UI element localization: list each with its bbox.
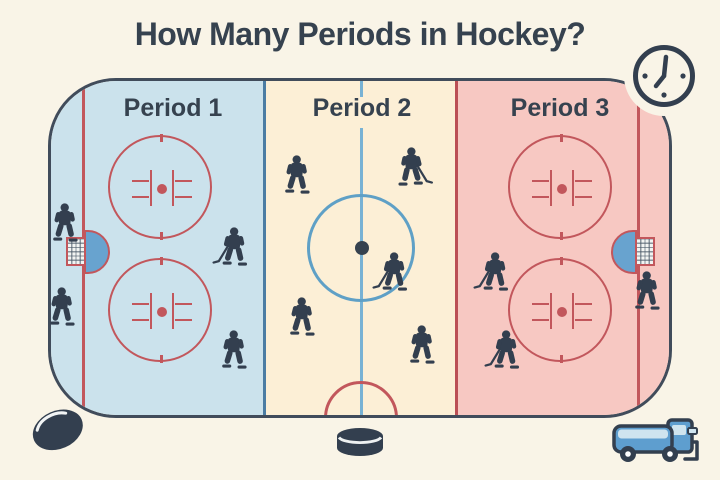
player-silhouette-skating bbox=[50, 287, 75, 326]
player-silhouette-skating-with-stick bbox=[372, 252, 408, 291]
player-silhouette-skating bbox=[635, 271, 660, 310]
right-goal-net bbox=[635, 237, 655, 266]
player-silhouette-skating bbox=[410, 325, 435, 364]
faceoff-dot bbox=[557, 307, 567, 317]
center-faceoff-circle bbox=[307, 194, 415, 302]
faceoff-circle bbox=[108, 134, 212, 240]
faceoff-circle bbox=[108, 257, 212, 363]
center-line bbox=[360, 81, 363, 97]
faceoff-dot bbox=[557, 184, 567, 194]
period-1-label: Period 1 bbox=[123, 94, 223, 122]
clock-icon bbox=[633, 45, 695, 107]
left-goal-net bbox=[66, 237, 86, 266]
faceoff-circle bbox=[508, 257, 612, 363]
page-title: How Many Periods in Hockey? bbox=[134, 16, 586, 52]
player-silhouette-skating-with-stick bbox=[212, 227, 248, 266]
player-silhouette-skating bbox=[285, 155, 310, 194]
player-silhouette-skating-with-stick bbox=[473, 252, 509, 291]
faceoff-dot bbox=[157, 184, 167, 194]
center-faceoff-dot bbox=[355, 241, 369, 255]
faceoff-dot bbox=[157, 307, 167, 317]
player-silhouette-skating-with-stick bbox=[484, 330, 520, 369]
hockey-puck-tilted-icon bbox=[32, 409, 83, 451]
period-3-label: Period 3 bbox=[510, 94, 610, 122]
hockey-rink: Period 1 Period 2 Period 3 bbox=[48, 78, 672, 418]
period-2-label: Period 2 bbox=[312, 94, 412, 122]
hockey-puck-side-icon bbox=[337, 428, 383, 456]
player-silhouette-skating bbox=[290, 297, 315, 336]
player-silhouette-skating bbox=[222, 330, 247, 369]
player-silhouette-skating-with-stick bbox=[398, 147, 434, 186]
faceoff-circle bbox=[508, 134, 612, 240]
red-zone-line bbox=[455, 81, 458, 415]
zamboni-icon bbox=[612, 418, 699, 462]
player-silhouette-skating bbox=[53, 203, 78, 242]
blue-zone-line bbox=[263, 81, 266, 415]
